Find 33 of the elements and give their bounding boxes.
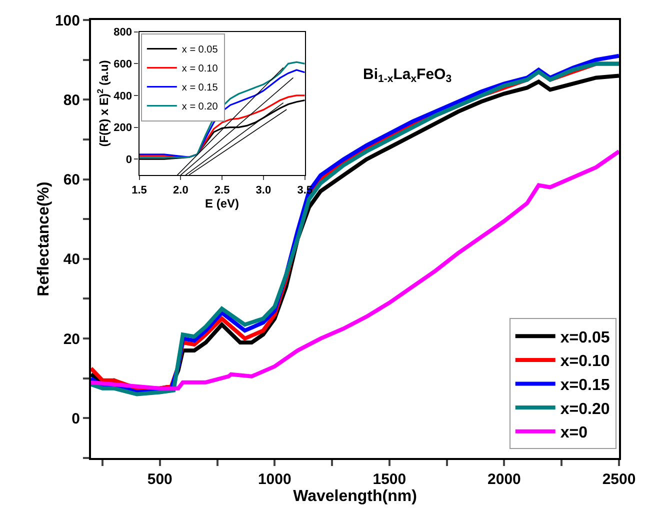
x-tick-label: 2500	[602, 471, 636, 488]
y-tick-label: 400	[114, 90, 132, 102]
y-tick-label: 40	[63, 251, 80, 268]
y-tick-label: 200	[114, 122, 132, 134]
y-tick-label: 600	[114, 58, 132, 71]
y-tick-label: 80	[63, 92, 80, 109]
x-tick-label: 2.0	[173, 184, 188, 196]
x-tick-label: 1.5	[132, 184, 147, 196]
legend-label: x=0.05	[560, 329, 610, 346]
y-tick-label: 0	[126, 154, 132, 166]
legend-label: x = 0.10	[182, 64, 218, 75]
legend-label: x = 0.15	[182, 82, 218, 94]
y-tick-label: 100	[54, 12, 80, 30]
x-tick-label: 2000	[488, 471, 521, 488]
y-axis-title: Reflectance(%)	[35, 182, 52, 296]
y-tick-label: 20	[63, 330, 80, 348]
x-axis-title: Wavelength(nm)	[293, 488, 417, 505]
legend-label: x = 0.20	[182, 102, 218, 113]
x-tick-label: 3.0	[256, 184, 272, 196]
x-tick-label: 1500	[372, 471, 406, 488]
legend-label: x=0.10	[560, 353, 610, 370]
x-tick-label: 2.5	[214, 184, 230, 196]
x-tick-label: 500	[147, 471, 172, 488]
legend-label: x=0.20	[560, 400, 610, 418]
legend-label: x=0.15	[560, 376, 610, 394]
y-tick-label: 60	[63, 172, 80, 189]
x-tick-label: 1000	[258, 471, 292, 488]
legend-label: x = 0.05	[182, 44, 218, 56]
annotation: Bi$_{1-x}$La$_{x}$FeO$_{3}$	[363, 66, 452, 86]
legend-label: x=0	[560, 424, 588, 442]
y-tick-label: 800	[114, 26, 132, 39]
x-axis-title: E (eV)	[205, 196, 240, 210]
y-tick-label: 0	[72, 410, 80, 428]
